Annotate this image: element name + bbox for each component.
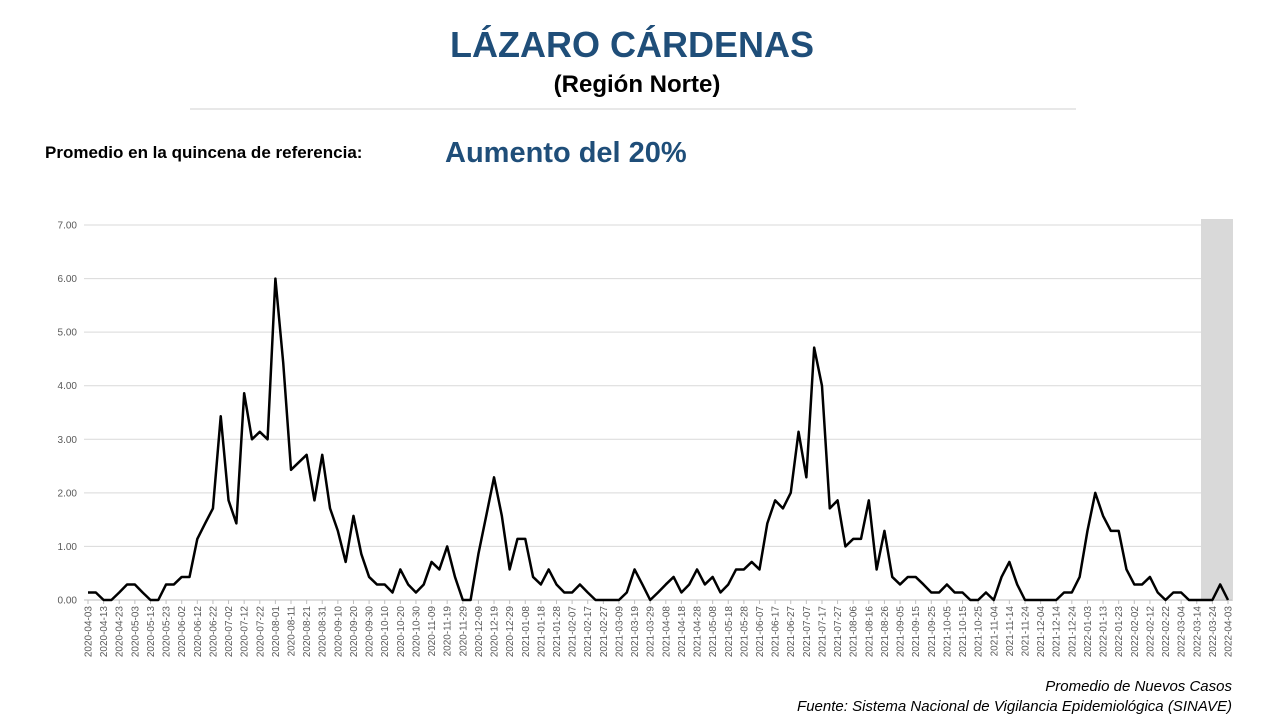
x-tick-label: 2020-08-11 [287, 606, 298, 657]
x-tick-label: 2021-07-17 [817, 606, 828, 658]
x-tick-label: 2020-05-23 [162, 606, 173, 658]
x-tick-label: 2020-04-23 [115, 606, 126, 658]
plot: 0.00 1.00 2.00 3.00 4.00 5.00 6.00 7.00 2020-04-… [58, 221, 1235, 658]
x-tick-label: 2020-04-03 [84, 606, 95, 658]
x-tick-label: 2021-05-18 [724, 606, 735, 658]
x-tick-label: 2021-04-18 [677, 606, 688, 658]
x-tick-label: 2022-02-22 [1161, 606, 1172, 658]
x-tick-label: 2021-10-05 [942, 606, 953, 658]
x-tick-label: 2020-04-13 [99, 606, 110, 658]
x-tick-label: 2022-01-23 [1114, 606, 1125, 658]
series-label: Promedio de Nuevos Casos [1045, 678, 1232, 695]
x-tick-label: 2020-07-02 [224, 606, 235, 658]
y-tick-label: 4.00 [58, 381, 78, 392]
x-tick-label: 2022-03-14 [1192, 606, 1203, 658]
x-tick-label: 2021-04-08 [661, 606, 672, 658]
x-tick-label: 2021-09-15 [911, 606, 922, 658]
x-tick-label: 2020-07-22 [255, 606, 266, 658]
x-tick-label: 2022-03-24 [1208, 606, 1219, 658]
x-tick-label: 2020-05-13 [146, 606, 157, 658]
x-tick-label: 2021-10-25 [974, 606, 985, 658]
y-tick-label: 3.00 [58, 435, 78, 446]
x-tick-label: 2020-12-29 [505, 606, 516, 658]
x-tick-label: 2021-01-28 [552, 606, 563, 658]
y-tick-label: 6.00 [58, 274, 78, 285]
x-tick-label: 2021-11-04 [989, 606, 1000, 657]
x-tick-label: 2021-09-25 [927, 606, 938, 658]
x-tick-label: 2020-06-02 [177, 606, 188, 658]
x-tick-label: 2021-03-19 [630, 606, 641, 658]
x-tick-label: 2021-11-24 [1020, 606, 1031, 657]
y-tick-label: 1.00 [58, 542, 78, 553]
x-tick-label: 2022-01-13 [1099, 606, 1110, 658]
x-tick-label: 2021-05-28 [739, 606, 750, 658]
subtitle: (Región Norte) [554, 71, 721, 98]
x-tick-label: 2021-12-24 [1067, 606, 1078, 658]
x-tick-label: 2020-11-09 [427, 606, 438, 657]
title: LÁZARO CÁRDENAS [450, 24, 814, 65]
x-tick-label: 2020-10-10 [380, 606, 391, 658]
x-tick-label: 2021-08-16 [864, 606, 875, 658]
x-tick-label: 2020-06-12 [193, 606, 204, 658]
x-tick-label: 2022-04-03 [1224, 606, 1235, 658]
x-tick-label: 2021-06-07 [755, 606, 766, 658]
x-tick-label: 2021-07-07 [802, 606, 813, 658]
x-tick-label: 2021-12-14 [1052, 606, 1063, 658]
x-tick-label: 2021-06-17 [771, 606, 782, 658]
x-tick-label: 2020-11-19 [443, 606, 454, 657]
x-tick-label: 2022-01-03 [1083, 606, 1094, 658]
x-tick-label: 2021-08-26 [880, 606, 891, 658]
x-tick-label: 2020-08-31 [318, 606, 329, 658]
x-tick-label: 2020-08-01 [271, 606, 282, 658]
y-tick-label: 7.00 [58, 221, 78, 232]
x-tick-label: 2020-11-29 [458, 606, 469, 657]
data-line [88, 277, 1230, 602]
x-tick-label: 2021-06-27 [786, 606, 797, 658]
x-tick-label: 2021-07-27 [833, 606, 844, 658]
x-tick-label: 2021-01-08 [521, 606, 532, 658]
y-tick-label: 2.00 [58, 488, 78, 499]
x-tick-label: 2020-05-03 [130, 606, 141, 658]
x-tick-label: 2021-02-07 [568, 606, 579, 658]
x-tick-label: 2021-05-08 [708, 606, 719, 658]
y-tick-label: 5.00 [58, 328, 78, 339]
x-tick-label: 2021-12-04 [1036, 606, 1047, 658]
x-tick-label: 2020-06-22 [208, 606, 219, 658]
x-tick-label: 2020-12-09 [474, 606, 485, 658]
x-tick-label: 2022-02-02 [1130, 606, 1141, 658]
x-tick-label: 2021-02-27 [599, 606, 610, 658]
reference-value: Aumento del 20% [445, 137, 687, 169]
x-tick-label: 2022-03-04 [1177, 606, 1188, 658]
x-tick-label: 2020-09-10 [333, 606, 344, 658]
x-tick-label: 2021-11-14 [1005, 606, 1016, 657]
source: Fuente: Sistema Nacional de Vigilancia E… [797, 698, 1232, 715]
x-tick-label: 2021-08-06 [849, 606, 860, 658]
x-tick-label: 2021-10-15 [958, 606, 969, 658]
shaded-period [1201, 219, 1233, 601]
x-tick-label: 2020-09-30 [365, 606, 376, 658]
x-tick-label: 2021-02-17 [583, 606, 594, 658]
x-tick-label: 2020-10-30 [411, 606, 422, 658]
x-tick-label: 2020-10-20 [396, 606, 407, 658]
x-tick-label: 2021-01-18 [536, 606, 547, 658]
x-tick-label: 2020-12-19 [490, 606, 501, 658]
x-tick-label: 2021-09-05 [896, 606, 907, 658]
x-tick-label: 2021-03-09 [614, 606, 625, 658]
x-tick-label: 2022-02-12 [1145, 606, 1156, 658]
y-tick-label: 0.00 [58, 596, 78, 607]
x-tick-label: 2021-04-28 [693, 606, 704, 658]
reference-label: Promedio en la quincena de referencia: [45, 143, 362, 162]
x-tick-label: 2020-08-21 [302, 606, 313, 658]
x-tick-label: 2021-03-29 [646, 606, 657, 658]
x-tick-label: 2020-09-20 [349, 606, 360, 658]
x-tick-label: 2020-07-12 [240, 606, 251, 658]
